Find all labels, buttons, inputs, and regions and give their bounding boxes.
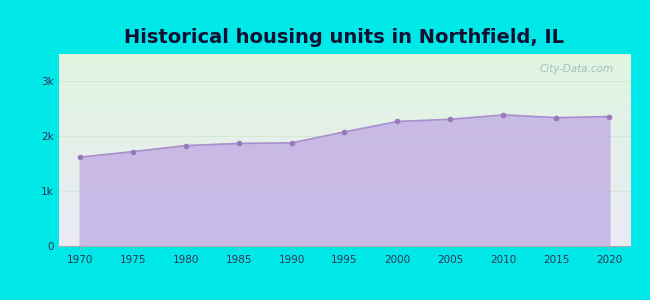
Title: Historical housing units in Northfield, IL: Historical housing units in Northfield, … [125, 28, 564, 47]
Text: City-Data.com: City-Data.com [540, 64, 614, 74]
